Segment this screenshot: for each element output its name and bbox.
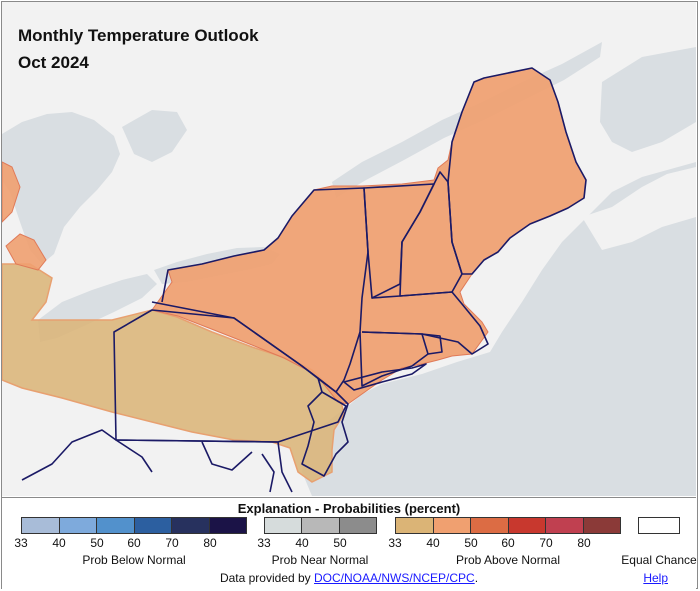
border-maine [447, 67, 587, 275]
above-40-west-strip [2, 161, 21, 223]
above-tick: 80 [577, 536, 591, 550]
above-40-west-patch [5, 233, 47, 271]
below-normal-colorbar [21, 517, 247, 534]
border-maryland [115, 439, 293, 493]
below-tick: 33 [14, 536, 28, 550]
outlook-map[interactable] [2, 2, 696, 496]
border-long-island [343, 363, 427, 391]
above-33-region [2, 263, 345, 483]
data-credit-prefix: Data provided by [219, 571, 315, 585]
near-tick: 40 [295, 536, 309, 550]
above-tick: 33 [388, 536, 402, 550]
border-west-virginia [21, 429, 153, 481]
below-tick: 80 [203, 536, 217, 550]
near-normal-label: Prob Near Normal [271, 553, 369, 567]
map-title-line1: Monthly Temperature Outlook [18, 26, 259, 45]
near-tick: 33 [257, 536, 271, 550]
above-tick: 50 [464, 536, 478, 550]
legend-heading: Explanation - Probabilities (percent) [237, 501, 461, 516]
atlantic-ocean [302, 162, 696, 496]
legend-panel: Explanation - Probabilities (percent) 33… [2, 497, 697, 589]
help-link[interactable]: Help [643, 571, 668, 585]
border-rhode-island [421, 333, 443, 355]
above-swatch-40 [433, 518, 471, 533]
below-swatch-40 [59, 518, 97, 533]
above-swatch-80 [583, 518, 620, 533]
above-normal-colorbar [395, 517, 621, 534]
lake-huron [2, 112, 120, 264]
above-swatch-33 [396, 518, 434, 533]
above-swatch-60 [508, 518, 546, 533]
above-tick: 60 [501, 536, 515, 550]
near-normal-colorbar [264, 517, 377, 534]
nova-scotia [582, 167, 696, 250]
data-credit: Data provided by DOC/NOAA/NWS/NCEP/CPC. [2, 571, 696, 585]
near-swatch-50 [339, 518, 376, 533]
data-source-link[interactable]: DOC/NOAA/NWS/NCEP/CPC [314, 571, 475, 585]
help-link-wrap: Help [643, 571, 668, 585]
map-title: Monthly Temperature Outlook Oct 2024 [18, 22, 259, 76]
above-swatch-50 [471, 518, 509, 533]
border-new-jersey [301, 377, 349, 477]
below-swatch-70 [172, 518, 210, 533]
below-tick: 40 [52, 536, 66, 550]
near-normal-ticks: 33 40 50 [257, 536, 377, 550]
state-borders [21, 67, 587, 493]
equal-chance-swatch [638, 517, 680, 534]
above-swatch-70 [546, 518, 584, 533]
border-new-hampshire [399, 171, 463, 297]
below-normal-label: Prob Below Normal [82, 553, 186, 567]
below-swatch-80 [209, 518, 246, 533]
below-tick: 50 [90, 536, 104, 550]
equal-chance-label: Equal Chance [621, 553, 697, 567]
gulf-st-lawrence [600, 47, 696, 152]
above-normal-ticks: 33 40 50 60 70 80 [388, 536, 621, 550]
below-swatch-50 [97, 518, 135, 533]
below-normal-ticks: 33 40 50 60 70 80 [14, 536, 247, 550]
above-tick: 70 [539, 536, 553, 550]
near-swatch-33 [265, 518, 303, 533]
below-tick: 60 [127, 536, 141, 550]
above-tick: 40 [426, 536, 440, 550]
below-swatch-60 [134, 518, 172, 533]
near-swatch-40 [302, 518, 340, 533]
map-title-line2: Oct 2024 [18, 53, 89, 72]
near-tick: 50 [333, 536, 347, 550]
georgian-bay [122, 110, 187, 162]
below-tick: 70 [165, 536, 179, 550]
map-svg [2, 2, 696, 496]
data-credit-suffix: . [474, 571, 479, 585]
above-normal-label: Prob Above Normal [455, 553, 561, 567]
below-swatch-33 [22, 518, 60, 533]
